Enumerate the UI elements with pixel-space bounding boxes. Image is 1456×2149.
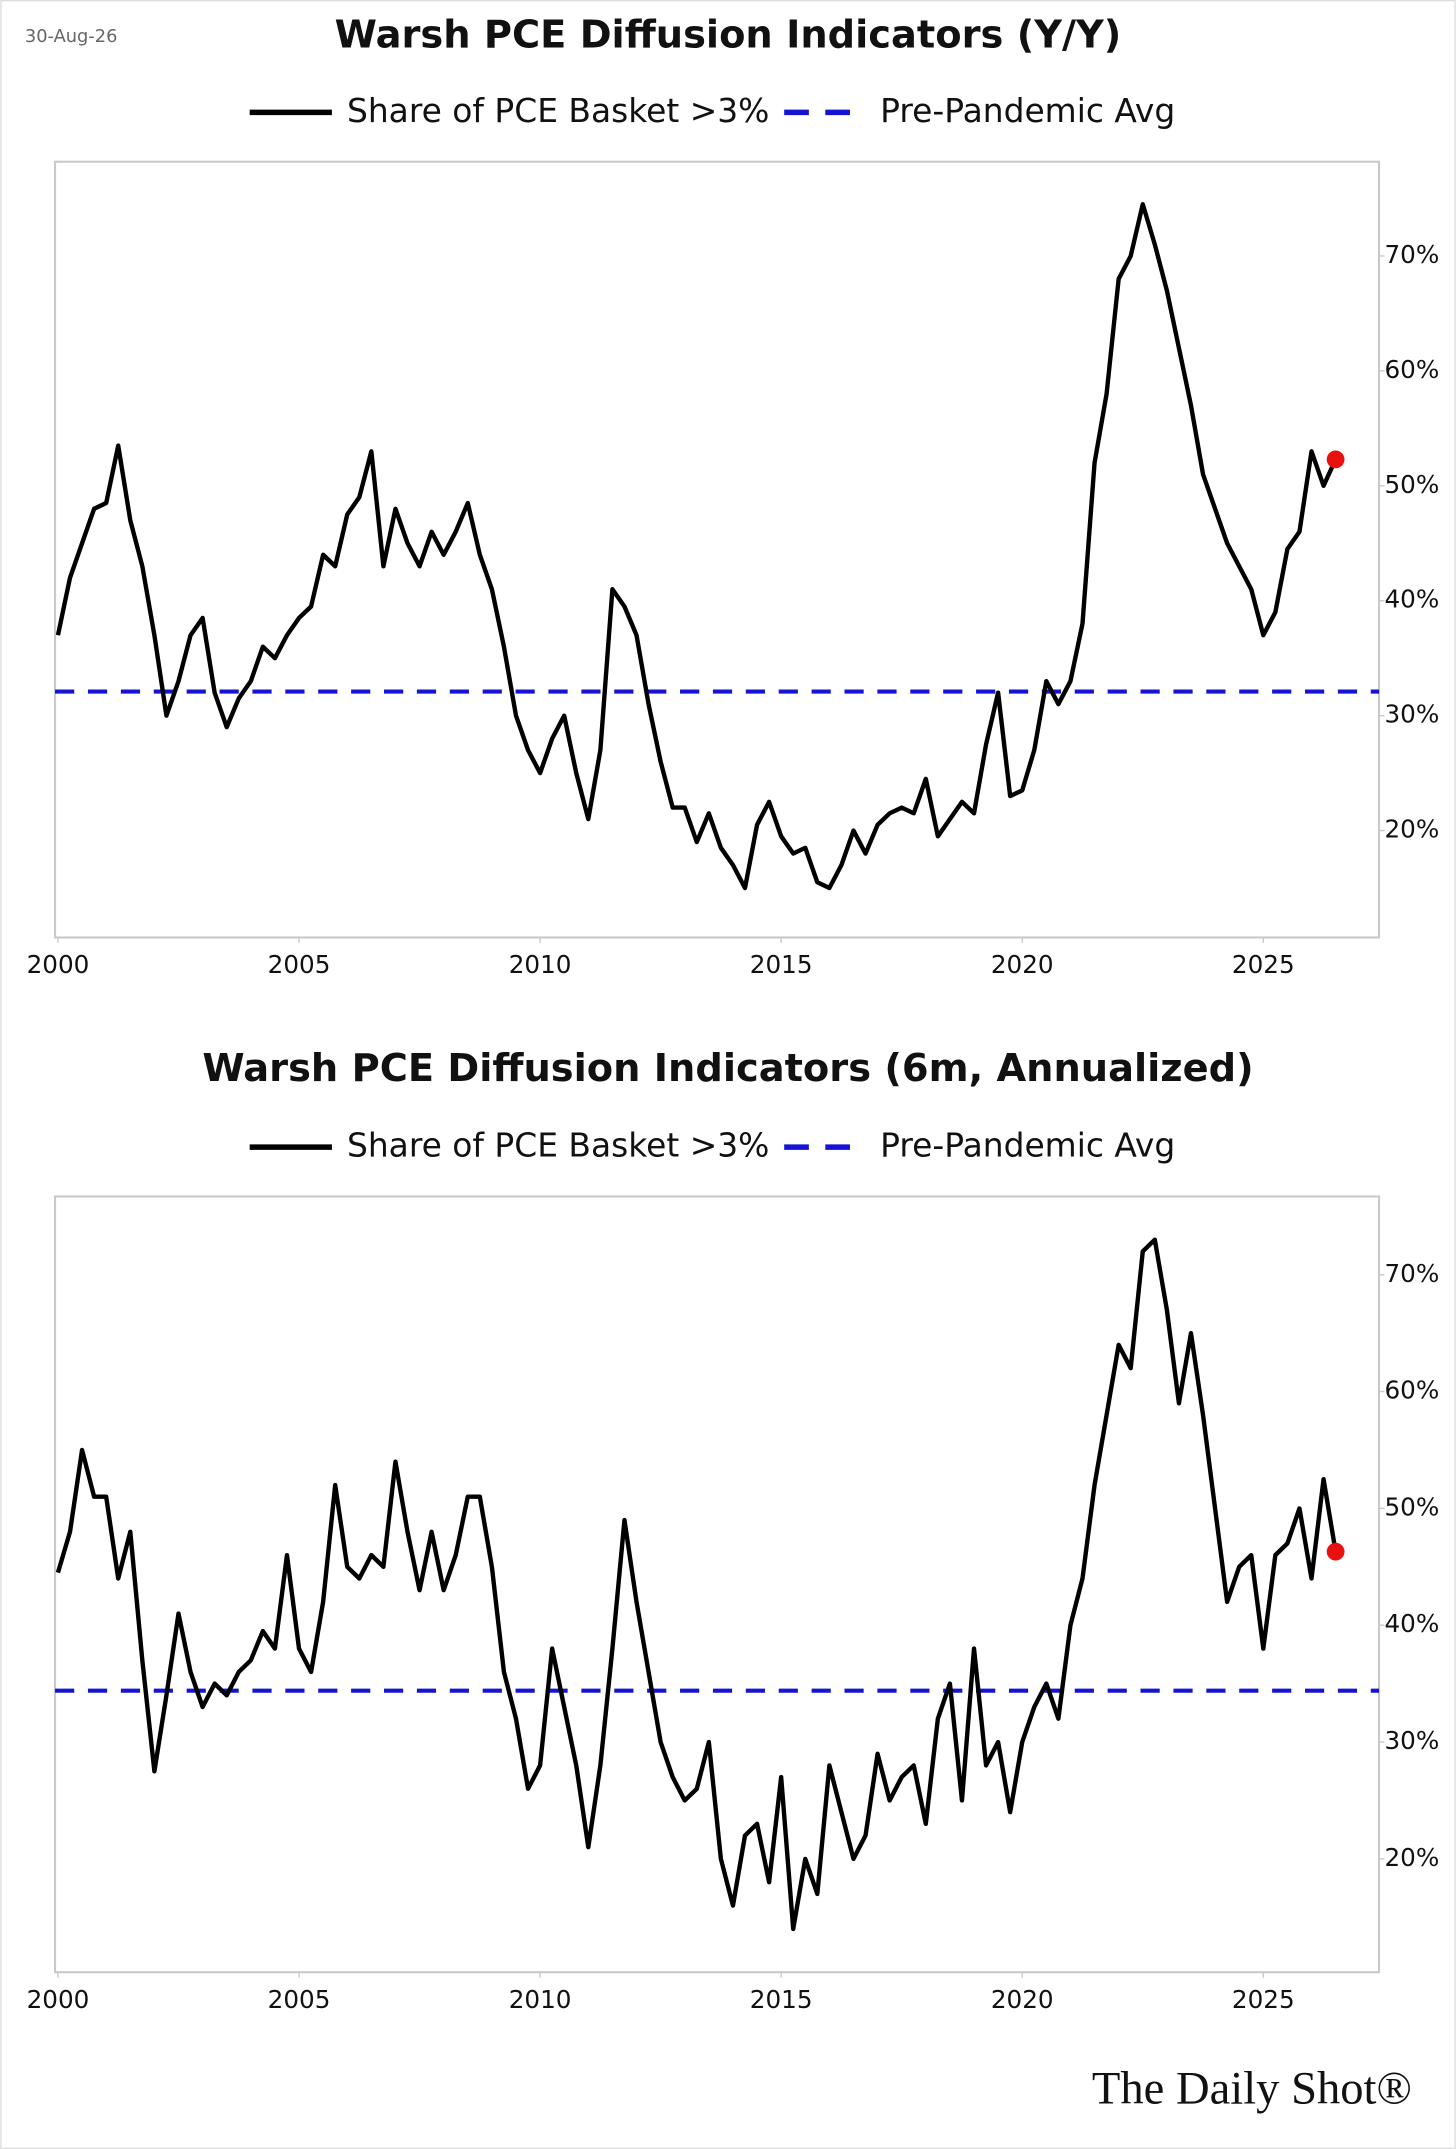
brand: The Daily Shot® [1092, 2062, 1412, 2114]
y-tick-label: 70% [1384, 240, 1439, 269]
last-point [1326, 1542, 1345, 1561]
y-tick-label: 30% [1384, 700, 1439, 729]
x-tick-label: 2010 [509, 1985, 572, 2014]
y-tick-label: 40% [1384, 1609, 1439, 1638]
chart-title: Warsh PCE Diffusion Indicators (6m, Annu… [202, 1046, 1253, 1091]
y-tick-label: 50% [1384, 1492, 1439, 1521]
date: 30-Aug-26 [25, 26, 117, 47]
x-tick-label: 2025 [1232, 1985, 1295, 2014]
y-tick-label: 70% [1384, 1259, 1439, 1288]
series-line [55, 1237, 1338, 1932]
x-tick-label: 2025 [1232, 950, 1295, 979]
legend-label: Share of PCE Basket >3% [347, 91, 769, 130]
x-tick-label: 2015 [750, 950, 813, 979]
y-tick-label: 40% [1384, 585, 1439, 614]
x-tick-label: 2000 [27, 950, 90, 979]
chart-title: Warsh PCE Diffusion Indicators (Y/Y) [335, 13, 1122, 58]
y-tick-label: 60% [1384, 1376, 1439, 1405]
x-tick-label: 2005 [268, 950, 331, 979]
legend-label: Pre-Pandemic Avg [880, 1126, 1175, 1165]
legend-label: Pre-Pandemic Avg [880, 91, 1175, 130]
plot-area [54, 1195, 1381, 1974]
y-tick-label: 20% [1384, 815, 1439, 844]
x-tick-label: 2005 [268, 1985, 331, 2014]
legend-label: Share of PCE Basket >3% [347, 1126, 769, 1165]
x-tick-label: 2015 [750, 1985, 813, 2014]
series-line [55, 202, 1338, 891]
x-tick-label: 2020 [991, 1985, 1054, 2014]
y-tick-label: 30% [1384, 1726, 1439, 1755]
y-tick-label: 60% [1384, 355, 1439, 384]
plot-area [54, 160, 1381, 939]
x-tick-label: 2020 [991, 950, 1054, 979]
last-point [1326, 450, 1345, 469]
x-tick-label: 2000 [27, 1985, 90, 2014]
y-tick-label: 50% [1384, 470, 1439, 499]
x-tick-label: 2010 [509, 950, 572, 979]
y-tick-label: 20% [1384, 1843, 1439, 1872]
